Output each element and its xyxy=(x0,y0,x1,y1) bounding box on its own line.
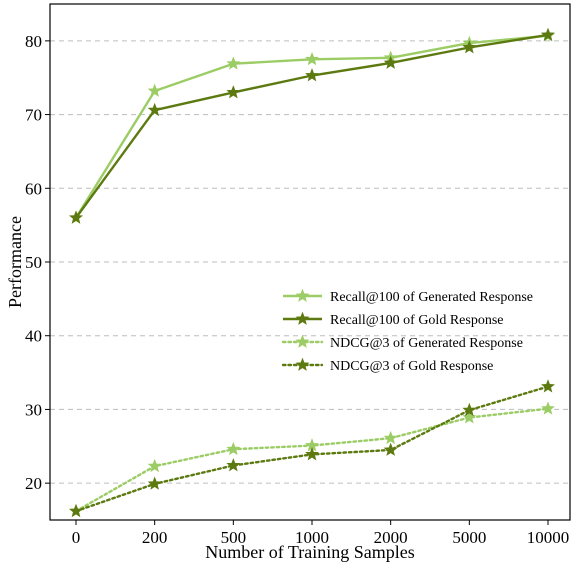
series-3-point-1000 xyxy=(305,447,319,461)
series-1-point-200 xyxy=(147,102,162,117)
x-tick-label-200: 200 xyxy=(142,528,168,547)
gridlines xyxy=(50,40,570,484)
x-tick-label-1000: 1000 xyxy=(295,528,329,547)
series-3-point-10000 xyxy=(541,379,555,393)
series-1 xyxy=(69,27,555,224)
legend-label-2: NDCG@3 of Generated Response xyxy=(330,336,523,351)
series-line-2 xyxy=(74,407,550,513)
legend: Recall@100 of Generated Response Recall@1… xyxy=(281,288,533,374)
x-tick-label-5000: 5000 xyxy=(452,528,486,547)
series-1-point-500 xyxy=(226,85,241,99)
series-3-point-2000 xyxy=(383,442,398,456)
series-3-point-200 xyxy=(147,476,162,490)
y-axis-title: Performance xyxy=(5,216,25,308)
series-0-point-500 xyxy=(226,56,241,70)
y-tick-label-40: 40 xyxy=(25,327,42,346)
series-1-point-2000 xyxy=(383,55,398,69)
y-tick-label-70: 70 xyxy=(25,106,42,125)
series-1-point-10000 xyxy=(541,27,555,41)
series-2-point-5000 xyxy=(462,410,477,424)
series-2-point-2000 xyxy=(383,430,398,445)
series-1-point-1000 xyxy=(305,68,319,82)
y-tick-label-60: 60 xyxy=(25,179,42,198)
axis-ticks: 20 30 40 50 60 70 80 0 200 500 1000 2000 5000 10000 xyxy=(25,32,569,547)
y-tick-label-30: 30 xyxy=(25,400,42,419)
series-2-point-10000 xyxy=(541,401,555,415)
legend-label-1: Recall@100 of Gold Response xyxy=(330,313,503,328)
legend-marker-3 xyxy=(295,357,310,371)
legend-marker-1 xyxy=(295,311,310,325)
series-0-point-1000 xyxy=(305,51,319,66)
x-tick-label-0: 0 xyxy=(72,528,81,547)
legend-label-0: Recall@100 of Generated Response xyxy=(330,290,533,305)
x-tick-label-2000: 2000 xyxy=(374,528,408,547)
series-3 xyxy=(69,379,555,518)
legend-marker-2 xyxy=(295,334,310,348)
x-axis-title: Number of Training Samples xyxy=(205,542,415,562)
x-tick-label-500: 500 xyxy=(221,528,247,547)
series-lines xyxy=(69,27,555,518)
series-line-0 xyxy=(74,34,549,219)
series-1-point-0 xyxy=(69,210,83,224)
y-tick-label-50: 50 xyxy=(25,253,42,272)
x-tick-label-10000: 10000 xyxy=(527,528,570,547)
series-2 xyxy=(69,401,555,518)
series-3-point-0 xyxy=(69,503,83,518)
legend-label-3: NDCG@3 of Gold Response xyxy=(330,359,493,374)
y-tick-label-20: 20 xyxy=(25,474,42,493)
y-tick-label-80: 80 xyxy=(25,32,42,51)
series-1-point-5000 xyxy=(462,40,477,54)
series-2-point-200 xyxy=(147,458,162,473)
series-3-point-5000 xyxy=(462,402,477,417)
series-3-point-500 xyxy=(226,458,241,472)
series-0-point-200 xyxy=(147,83,162,97)
legend-marker-0 xyxy=(295,288,310,302)
series-2-point-500 xyxy=(226,441,241,456)
